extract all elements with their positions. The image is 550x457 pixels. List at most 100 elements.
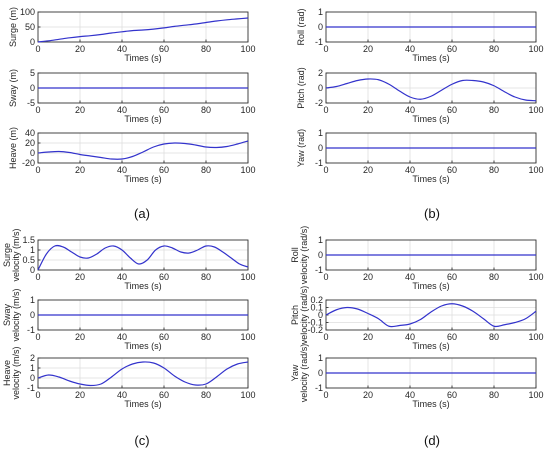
y-tick-label: -20 — [22, 158, 35, 168]
y-axis-label: Sway (m) — [8, 69, 18, 107]
x-tick-label: 40 — [405, 165, 415, 175]
x-tick-label: 60 — [159, 44, 169, 54]
x-tick-label: 100 — [240, 44, 255, 54]
x-tick-label: 60 — [447, 390, 457, 400]
y-axis-label: velocity (m/s) — [11, 288, 21, 341]
y-tick-label: 0 — [318, 368, 323, 378]
x-axis-label: Times (s) — [124, 114, 161, 124]
y-axis-label: Pitch (rad) — [296, 67, 306, 109]
x-tick-label: 100 — [528, 105, 543, 115]
x-tick-label: 60 — [447, 272, 457, 282]
y-axis-label: velocity (m/s) — [11, 346, 21, 399]
y-tick-label: 0 — [318, 22, 323, 32]
x-tick-label: 20 — [75, 105, 85, 115]
x-tick-label: 100 — [528, 272, 543, 282]
y-tick-label: 1 — [30, 245, 35, 255]
y-tick-label: -1 — [315, 37, 323, 47]
x-axis-label: Times (s) — [124, 53, 161, 63]
x-tick-label: 40 — [405, 44, 415, 54]
x-tick-label: 40 — [117, 332, 127, 342]
x-tick-label: 80 — [489, 165, 499, 175]
x-tick-label: 40 — [117, 165, 127, 175]
x-tick-label: 0 — [323, 165, 328, 175]
x-tick-label: 80 — [201, 332, 211, 342]
y-tick-label: 0 — [30, 373, 35, 383]
x-tick-label: 80 — [489, 105, 499, 115]
y-axis-label: velocity (rad/s) — [299, 344, 309, 403]
x-axis-label: Times (s) — [412, 341, 449, 351]
x-tick-label: 60 — [159, 272, 169, 282]
x-axis-label: Times (s) — [124, 341, 161, 351]
subplot-7: 0 20 40 60 80 100 00.511.5 Times (s) Surge veloci… — [2, 228, 256, 291]
x-tick-label: 80 — [201, 105, 211, 115]
y-axis-label: Roll (rad) — [296, 8, 306, 45]
y-tick-label: 1 — [30, 363, 35, 373]
x-tick-label: 20 — [75, 390, 85, 400]
x-tick-label: 60 — [447, 332, 457, 342]
y-axis-label: Roll — [290, 247, 300, 263]
x-tick-label: 100 — [528, 390, 543, 400]
x-tick-label: 60 — [159, 105, 169, 115]
x-tick-label: 40 — [117, 272, 127, 282]
x-tick-label: 80 — [201, 390, 211, 400]
x-tick-label: 0 — [35, 332, 40, 342]
x-axis-label: Times (s) — [412, 114, 449, 124]
x-tick-label: 40 — [405, 272, 415, 282]
y-axis-label: Surge — [2, 243, 12, 267]
series-line-1 — [325, 303, 537, 328]
x-tick-label: 60 — [447, 105, 457, 115]
x-tick-label: 80 — [201, 272, 211, 282]
x-tick-label: 20 — [75, 165, 85, 175]
x-tick-label: 0 — [35, 390, 40, 400]
x-tick-label: 20 — [75, 44, 85, 54]
y-tick-label: -1 — [27, 383, 35, 393]
y-tick-label: 0 — [318, 250, 323, 260]
y-axis-label: Sway — [2, 304, 12, 327]
y-axis-label: Heave (m) — [8, 127, 18, 169]
y-axis-label: velocity (rad/s) — [299, 226, 309, 285]
panel-label-a: (a) — [134, 206, 150, 221]
x-axis-label: Times (s) — [412, 53, 449, 63]
x-axis-label: Times (s) — [124, 174, 161, 184]
series-line-1 — [37, 244, 249, 271]
x-tick-label: 80 — [201, 165, 211, 175]
panel-label-c: (c) — [134, 433, 149, 448]
y-tick-label: -1 — [315, 265, 323, 275]
x-tick-label: 0 — [323, 390, 328, 400]
y-tick-label: 1 — [318, 128, 323, 138]
y-tick-label: 0 — [30, 265, 35, 275]
subplot-1: 0 20 40 60 80 100 0 50 100 Times (s) Surge (m) — [8, 7, 256, 63]
x-tick-label: 40 — [117, 105, 127, 115]
y-tick-label: 50 — [25, 22, 35, 32]
y-tick-label: 0.1 — [310, 303, 323, 313]
y-axis-label: Pitch — [290, 305, 300, 325]
x-tick-label: 100 — [528, 44, 543, 54]
y-tick-label: -2 — [315, 98, 323, 108]
y-tick-label: 40 — [25, 128, 35, 138]
y-axis-label: Surge (m) — [8, 7, 18, 47]
x-axis-label: Times (s) — [412, 281, 449, 291]
series-line-1 — [37, 140, 249, 160]
y-axis-label: Heave — [2, 360, 12, 386]
x-tick-label: 40 — [117, 390, 127, 400]
y-tick-label: 0 — [318, 143, 323, 153]
x-tick-label: 40 — [117, 44, 127, 54]
x-tick-label: 20 — [75, 332, 85, 342]
y-tick-label: 1 — [318, 235, 323, 245]
x-tick-label: 0 — [35, 272, 40, 282]
x-tick-label: 100 — [240, 165, 255, 175]
x-tick-label: 20 — [363, 44, 373, 54]
x-tick-label: 0 — [323, 272, 328, 282]
y-tick-label: 100 — [20, 7, 35, 17]
y-axis-label: Yaw (rad) — [296, 129, 306, 167]
x-axis-label: Times (s) — [412, 174, 449, 184]
axes-box — [37, 239, 249, 271]
y-tick-label: 0 — [30, 83, 35, 93]
x-tick-label: 0 — [35, 44, 40, 54]
y-tick-label: 1 — [318, 353, 323, 363]
x-tick-label: 100 — [528, 332, 543, 342]
